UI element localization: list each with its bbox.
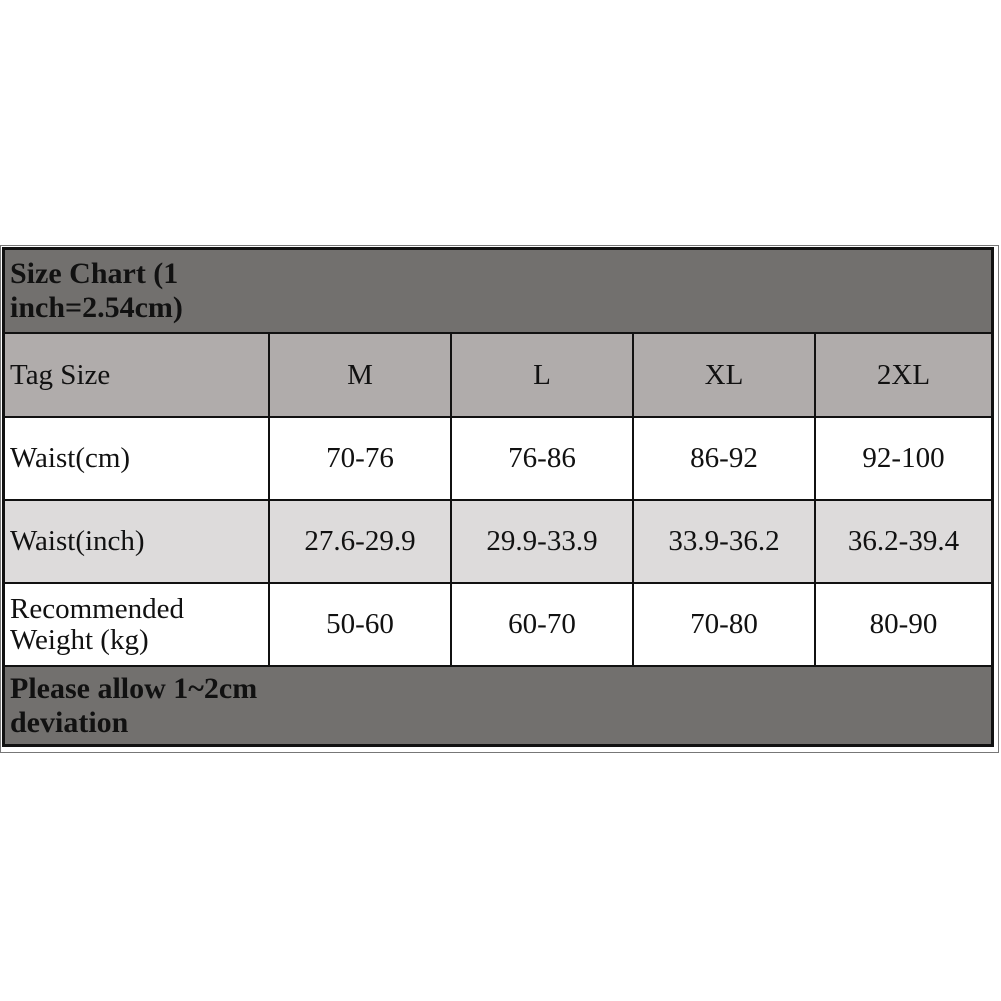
size-2xl: 2XL [814,334,991,416]
table-cell: 92-100 [814,418,991,499]
size-m: M [268,334,450,416]
size-l: L [450,334,632,416]
table-cell: 60-70 [450,584,632,665]
row-label: Recommended Weight (kg) [5,584,268,665]
table-row: Waist(inch) 27.6-29.9 29.9-33.9 33.9-36.… [5,499,991,582]
table-cell: 33.9-36.2 [632,501,814,582]
title-row: Size Chart (1 inch=2.54cm) [5,250,991,332]
table-cell: 70-76 [268,418,450,499]
table-cell: 50-60 [268,584,450,665]
table-cell: 29.9-33.9 [450,501,632,582]
size-xl: XL [632,334,814,416]
table-row: Recommended Weight (kg) 50-60 60-70 70-8… [5,582,991,665]
header-label: Tag Size [10,358,111,391]
row-label: Waist(cm) [10,442,131,474]
table-cell: 86-92 [632,418,814,499]
size-chart-table: Size Chart (1 inch=2.54cm) Tag Size M L … [2,247,994,747]
table-cell: 80-90 [814,584,991,665]
table-row: Waist(cm) 70-76 76-86 86-92 92-100 [5,416,991,499]
table-cell: 27.6-29.9 [268,501,450,582]
table-cell: 70-80 [632,584,814,665]
row-label: Waist(inch) [10,525,145,557]
table-cell: 76-86 [450,418,632,499]
row-label-line2: Weight (kg) [10,623,149,656]
header-row: Tag Size M L XL 2XL [5,332,991,416]
footer-note: Please allow 1~2cm deviation [10,671,258,739]
table-outline [0,245,999,753]
table-cell: 36.2-39.4 [814,501,991,582]
footer-row: Please allow 1~2cm deviation [5,665,991,744]
row-label-line1: Recommended [10,592,184,625]
table-title: Size Chart (1 inch=2.54cm) [10,257,183,324]
